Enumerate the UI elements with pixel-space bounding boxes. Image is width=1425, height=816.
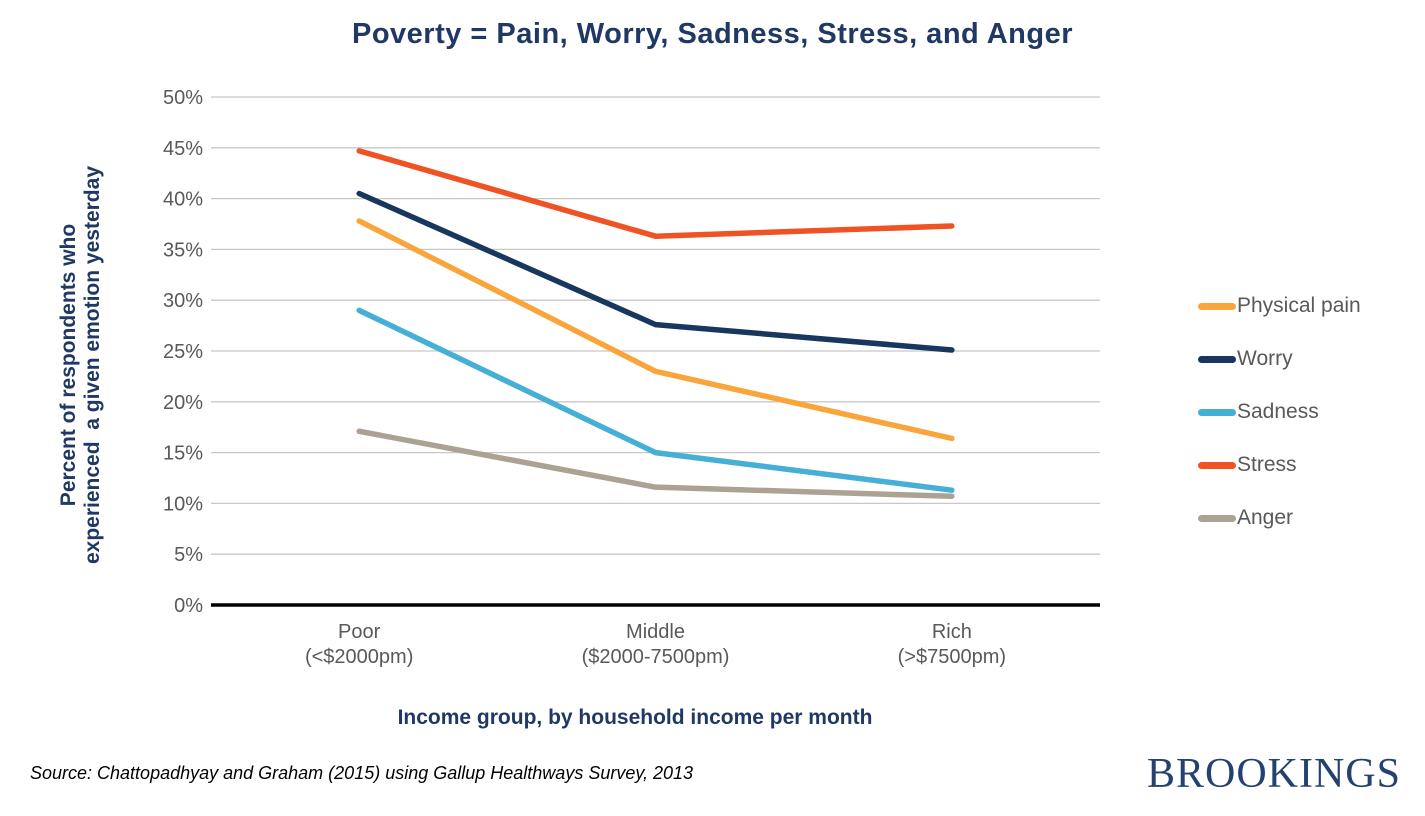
legend-swatch-icon xyxy=(1198,302,1236,310)
series-line-physical-pain xyxy=(356,218,955,442)
legend-label: Worry xyxy=(1237,347,1293,370)
y-tick-label: 5% xyxy=(174,544,203,566)
y-axis-title: Percent of respondents who experienced a… xyxy=(57,115,107,615)
x-category-label: (>$7500pm) xyxy=(898,646,1006,668)
legend-item-anger: Anger xyxy=(1198,505,1361,531)
brookings-logo: BROOKINGS xyxy=(1146,751,1401,797)
series-line-stress xyxy=(356,148,955,239)
legend-label: Anger xyxy=(1237,506,1294,529)
legend-item-physical-pain: Physical pain xyxy=(1198,293,1361,319)
x-category-label: Middle xyxy=(626,621,685,643)
legend-swatch-icon xyxy=(1198,514,1236,522)
source-note: Source: Chattopadhyay and Graham (2015) … xyxy=(30,763,694,783)
legend-swatch-icon xyxy=(1198,408,1236,416)
series-line-worry xyxy=(356,190,955,353)
x-category-label: (<$2000pm) xyxy=(305,646,413,668)
y-tick-label: 50% xyxy=(163,87,203,109)
x-category-label: Rich xyxy=(932,621,972,643)
x-category-label: Poor xyxy=(338,621,381,643)
y-tick-label: 35% xyxy=(163,239,203,261)
series-line-sadness xyxy=(356,307,955,493)
y-tick-label: 0% xyxy=(174,595,203,617)
y-tick-label: 40% xyxy=(163,189,203,211)
legend: Physical pain Worry Sadness Stress Anger xyxy=(1198,293,1361,558)
x-axis-title: Income group, by household income per mo… xyxy=(397,706,873,729)
legend-item-worry: Worry xyxy=(1198,346,1361,372)
y-tick-label: 20% xyxy=(163,392,203,414)
series-line-anger xyxy=(356,428,955,500)
y-tick-label: 15% xyxy=(163,443,203,465)
y-axis-title-line2: experienced a given emotion yesterday xyxy=(81,166,104,564)
y-tick-label: 25% xyxy=(163,341,203,363)
legend-item-sadness: Sadness xyxy=(1198,399,1361,425)
y-tick-label: 45% xyxy=(163,138,203,160)
legend-label: Stress xyxy=(1237,453,1297,476)
legend-label: Sadness xyxy=(1237,400,1319,423)
legend-item-stress: Stress xyxy=(1198,452,1361,478)
legend-swatch-icon xyxy=(1198,461,1236,469)
chart-title: Poverty = Pain, Worry, Sadness, Stress, … xyxy=(351,18,1074,50)
y-tick-label: 30% xyxy=(163,290,203,312)
legend-swatch-icon xyxy=(1198,355,1236,363)
legend-label: Physical pain xyxy=(1237,294,1361,317)
x-category-label: ($2000-7500pm) xyxy=(582,646,730,668)
y-tick-label: 10% xyxy=(163,493,203,515)
y-axis-title-line1: Percent of respondents who xyxy=(57,223,80,507)
